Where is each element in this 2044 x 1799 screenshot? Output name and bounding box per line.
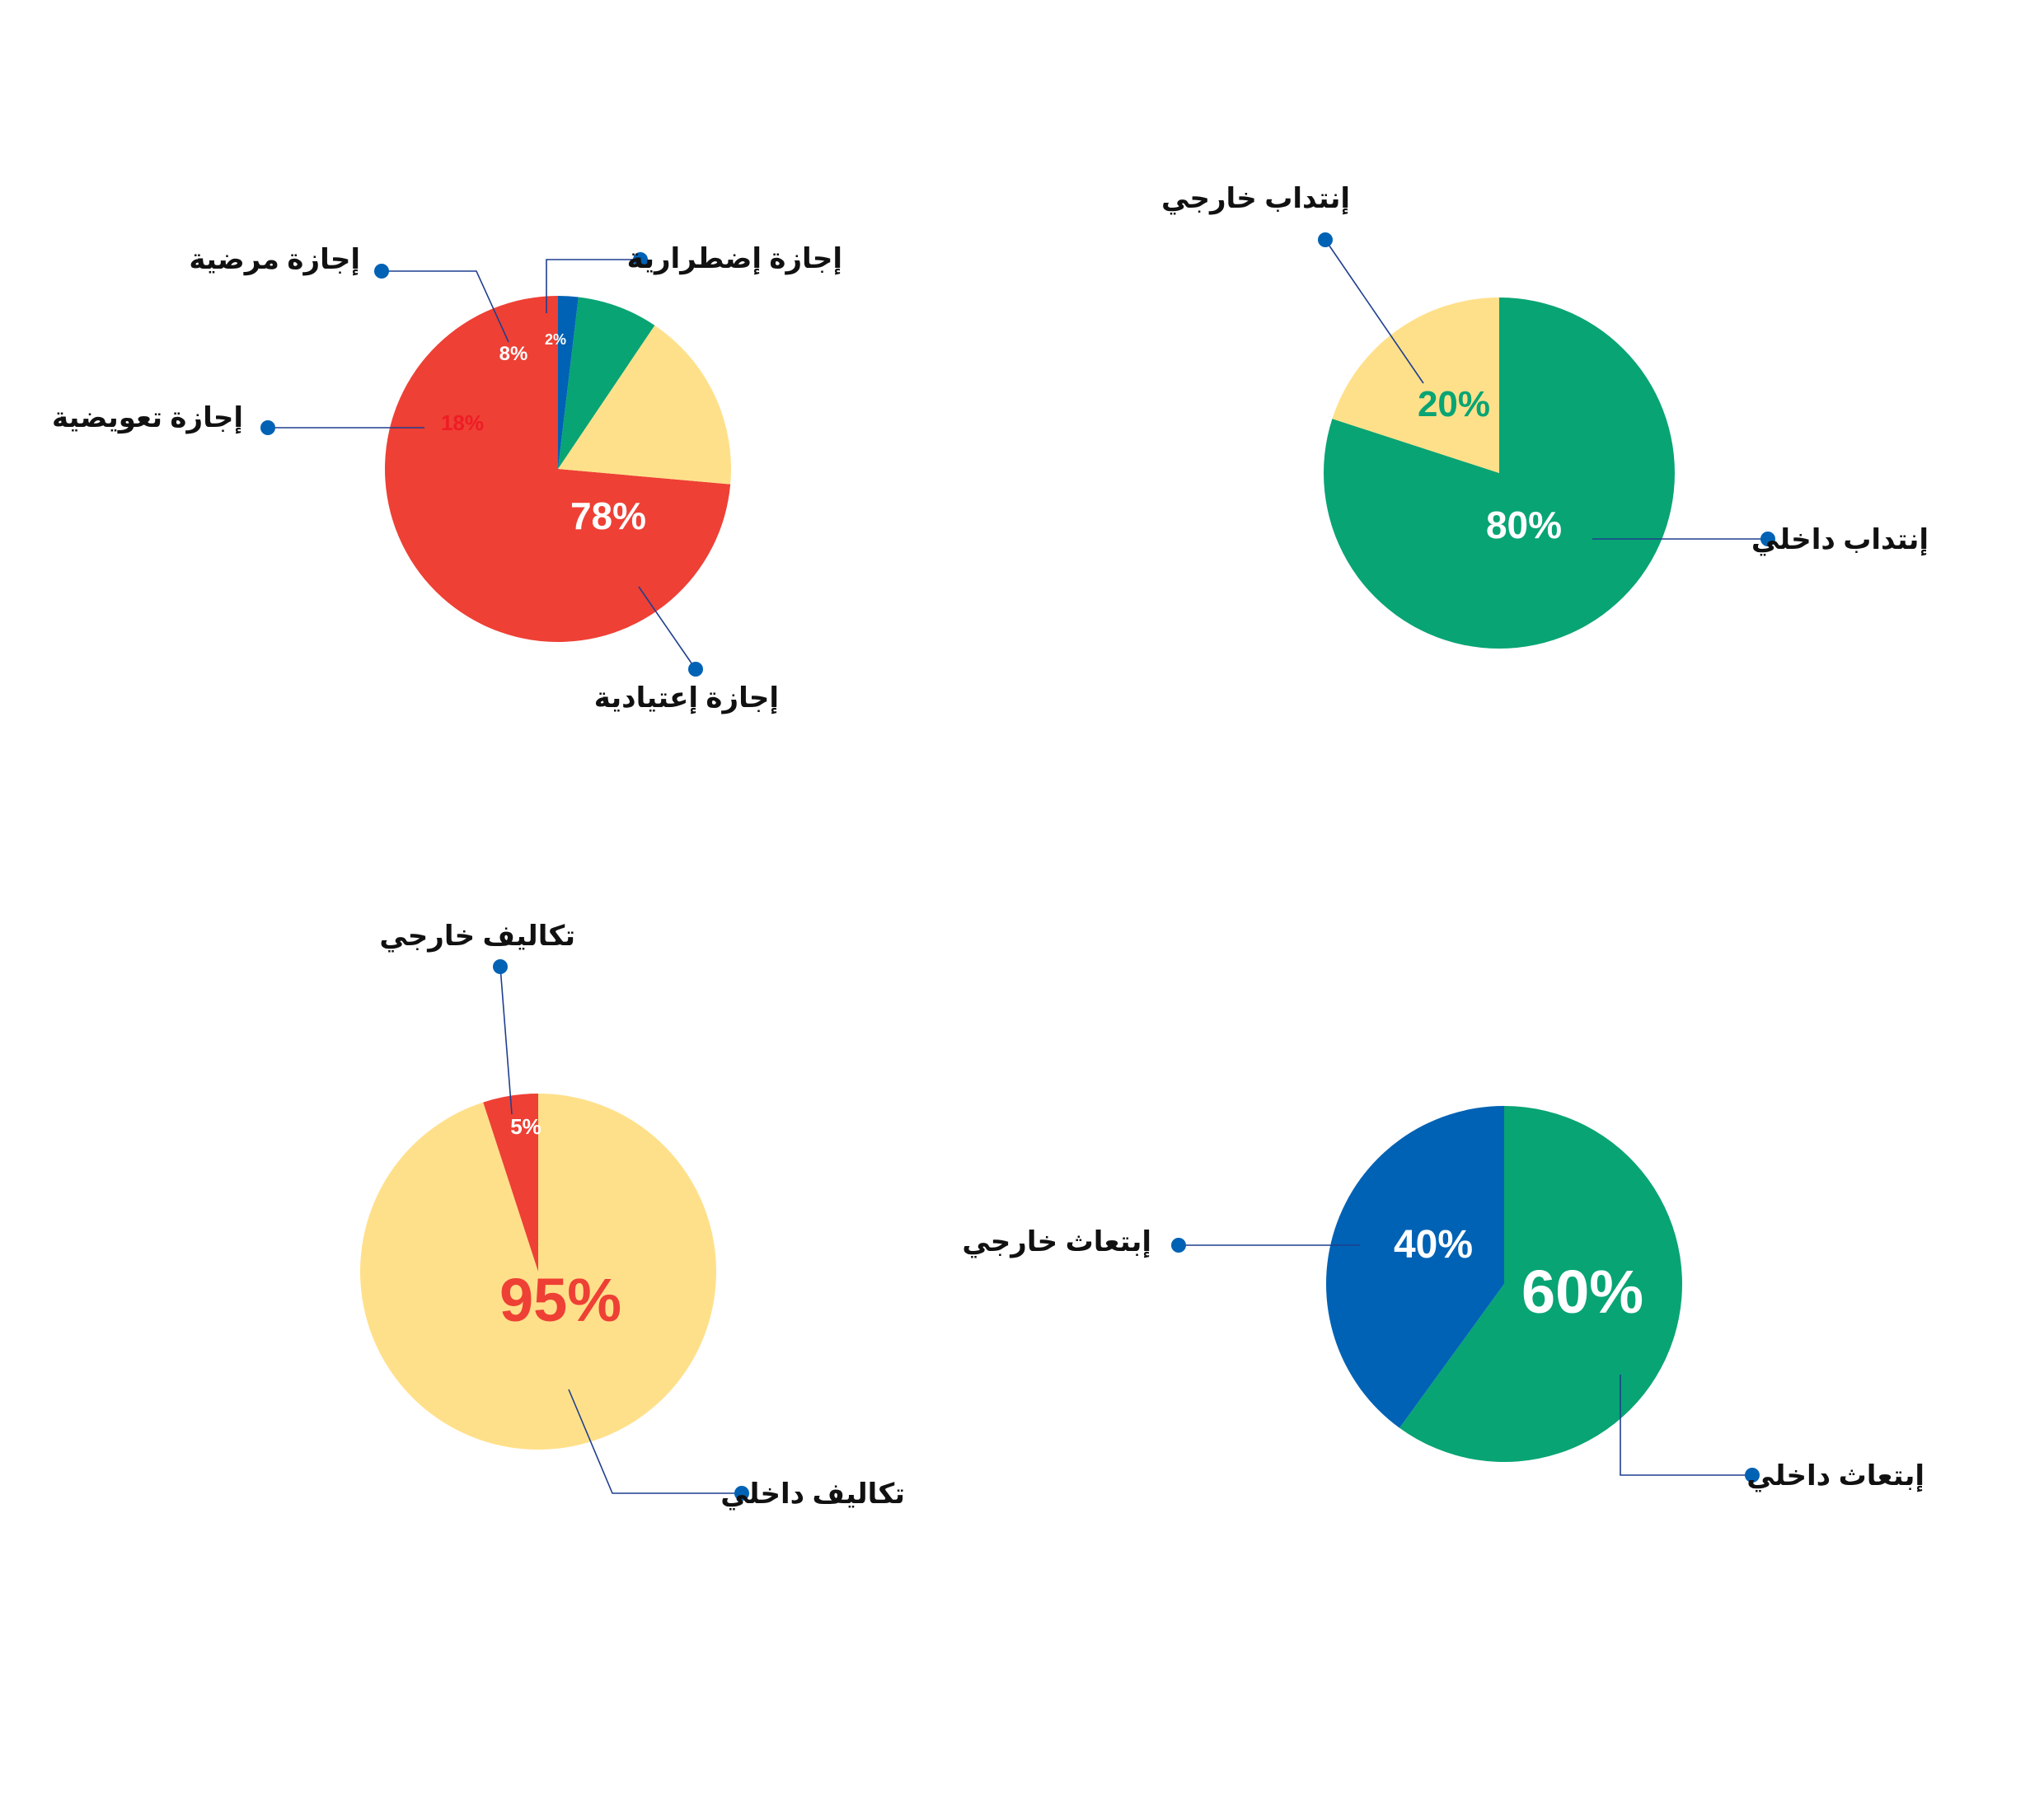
- category-label: إنتداب داخلي: [1751, 524, 1929, 556]
- leader-dot: [688, 662, 703, 677]
- value-label: 20%: [1418, 384, 1490, 424]
- pie-slice: [483, 1094, 538, 1272]
- pie-slice: [1399, 1106, 1682, 1462]
- leader-dot: [1760, 532, 1775, 546]
- leader-line: [638, 586, 696, 670]
- category-label: إجازة تعويضية: [52, 402, 243, 434]
- pie-chart-1: إجازة إعتيادية إجازة تعويضية إجازة مرضية إج…: [52, 243, 842, 714]
- value-label: 78%: [570, 494, 646, 537]
- category-label: تكاليف داخلي: [720, 1478, 905, 1511]
- leader-line: [546, 259, 640, 313]
- category-label: إبتعاث داخلي: [1746, 1460, 1924, 1492]
- category-label: إجازة إضطرارية: [627, 243, 842, 275]
- value-label: 60%: [1521, 1258, 1643, 1326]
- leader-dot: [633, 252, 648, 267]
- pie-chart-3: تكاليف داخلي تكاليف خارجي 95% 5%: [359, 921, 905, 1511]
- category-label: تكاليف خارجي: [379, 921, 575, 953]
- value-label: 40%: [1394, 1223, 1473, 1267]
- category-label: إنتداب خارجي: [1161, 183, 1350, 215]
- leader-dot: [1318, 232, 1333, 247]
- pie-slice: [1325, 1106, 1504, 1428]
- leader-dot: [734, 1486, 749, 1501]
- pie-slice: [558, 297, 655, 469]
- category-label: إجازة إعتيادية: [594, 682, 779, 714]
- pie-slice: [1332, 297, 1499, 473]
- leader-dot: [493, 959, 508, 974]
- pie-slice: [385, 296, 731, 643]
- leader-dot: [1745, 1468, 1760, 1483]
- value-label: 5%: [510, 1114, 541, 1139]
- value-label: 2%: [545, 331, 566, 348]
- leader-line: [382, 270, 509, 343]
- pie-chart-4: إبتعاث داخلي إبتعاث خارجي 60% 40%: [962, 1106, 1924, 1492]
- pie-slice: [558, 325, 731, 485]
- value-label: 95%: [499, 1266, 621, 1334]
- category-label: إجازة مرضية: [189, 244, 360, 276]
- pie-slice: [558, 296, 579, 469]
- value-label: 8%: [499, 343, 528, 365]
- pie-chart-2: إنتداب داخلي إنتداب خارجي 80% 20%: [1161, 183, 1929, 649]
- category-label: إبتعاث خارجي: [962, 1226, 1151, 1258]
- leader-dot: [1171, 1238, 1186, 1253]
- leader-dot: [260, 420, 275, 435]
- leader-line: [1324, 239, 1424, 384]
- leader-line: [1620, 1375, 1752, 1476]
- value-label: 18%: [441, 410, 484, 435]
- leader-line: [499, 966, 513, 1115]
- leader-dot: [374, 264, 389, 279]
- value-label: 80%: [1486, 504, 1562, 546]
- leader-line: [568, 1389, 742, 1494]
